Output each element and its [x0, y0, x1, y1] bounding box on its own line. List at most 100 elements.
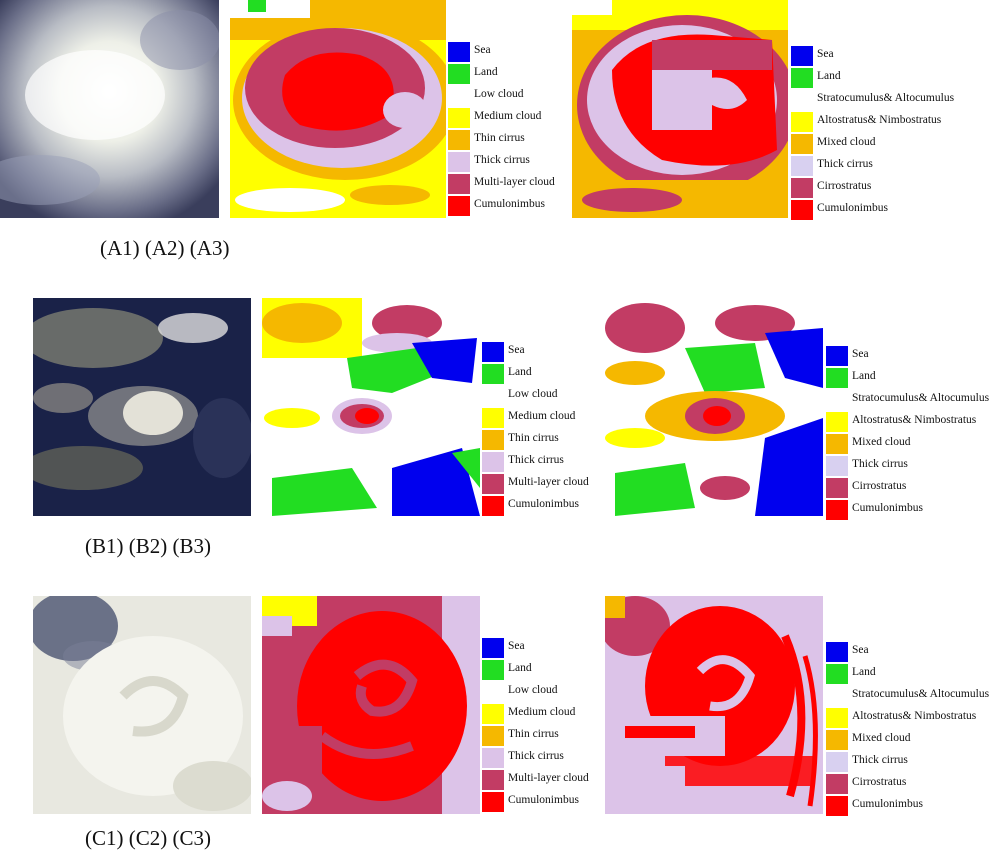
legend-label: Mixed cloud: [852, 732, 911, 744]
legend-swatch: [791, 46, 813, 66]
legend-label: Thin cirrus: [508, 432, 559, 444]
legend-label: Sea: [852, 644, 869, 656]
legend-label: Stratocumulus& Altocumulus: [852, 688, 990, 700]
legend-label: Mixed cloud: [852, 436, 911, 448]
legend-swatch: [482, 704, 504, 724]
legend-swatch: [826, 686, 848, 706]
legend-swatch: [448, 64, 470, 84]
legend-b3: Sea Land Stratocumulus& Altocumulus Alto…: [826, 346, 996, 522]
legend-swatch: [448, 174, 470, 194]
legend-swatch: [826, 478, 848, 498]
legend-label: Thick cirrus: [817, 158, 873, 170]
legend-label: Low cloud: [474, 88, 524, 100]
legend-swatch: [482, 430, 504, 450]
legend-label: Cumulonimbus: [508, 794, 579, 806]
legend-a2: Sea Land Low cloud Medium cloud Thin cir…: [448, 42, 568, 218]
legend-swatch: [482, 452, 504, 472]
legend-swatch: [791, 156, 813, 176]
legend-label: Altostratus& Nimbostratus: [852, 710, 977, 722]
legend-label: Thick cirrus: [508, 750, 564, 762]
legend-c2: Sea Land Low cloud Medium cloud Thin cir…: [482, 638, 602, 814]
legend-swatch: [482, 660, 504, 680]
legend-swatch: [826, 796, 848, 816]
legend-label: Land: [508, 662, 532, 674]
legend-label: Stratocumulus& Altocumulus: [817, 92, 955, 104]
legend-swatch: [791, 68, 813, 88]
legend-label: Cumulonimbus: [474, 198, 545, 210]
legend-swatch: [826, 752, 848, 772]
legend-label: Land: [817, 70, 841, 82]
legend-swatch: [448, 86, 470, 106]
legend-label: Multi-layer cloud: [508, 772, 589, 784]
legend-label: Mixed cloud: [817, 136, 876, 148]
legend-label: Land: [474, 66, 498, 78]
legend-label: Cirrostratus: [817, 180, 872, 192]
legend-swatch: [826, 368, 848, 388]
legend-swatch: [826, 500, 848, 520]
legend-swatch: [482, 770, 504, 790]
legend-label: Cumulonimbus: [508, 498, 579, 510]
legend-swatch: [448, 130, 470, 150]
legend-swatch: [482, 682, 504, 702]
legend-swatch: [826, 412, 848, 432]
caption-row-a: (A1) (A2) (A3): [100, 236, 230, 260]
legend-swatch: [482, 496, 504, 516]
legend-swatch: [448, 196, 470, 216]
classification-map-b2: [262, 298, 480, 516]
legend-swatch: [482, 408, 504, 428]
legend-label: Sea: [508, 344, 525, 356]
legend-label: Cirrostratus: [852, 480, 907, 492]
legend-label: Sea: [474, 44, 491, 56]
legend-label: Thin cirrus: [508, 728, 559, 740]
legend-label: Sea: [852, 348, 869, 360]
satellite-image-b1: [33, 298, 251, 516]
legend-b2: Sea Land Low cloud Medium cloud Thin cir…: [482, 342, 602, 518]
legend-swatch: [482, 342, 504, 362]
legend-label: Low cloud: [508, 684, 558, 696]
legend-label: Land: [852, 370, 876, 382]
legend-label: Multi-layer cloud: [508, 476, 589, 488]
legend-swatch: [826, 664, 848, 684]
legend-swatch: [826, 708, 848, 728]
legend-label: Multi-layer cloud: [474, 176, 555, 188]
satellite-image-c1: [33, 596, 251, 814]
legend-swatch: [826, 346, 848, 366]
legend-swatch: [482, 386, 504, 406]
legend-label: Medium cloud: [474, 110, 542, 122]
legend-swatch: [482, 638, 504, 658]
legend-swatch: [791, 200, 813, 220]
caption-row-b: (B1) (B2) (B3): [85, 534, 211, 558]
legend-swatch: [448, 108, 470, 128]
legend-swatch: [826, 434, 848, 454]
legend-swatch: [826, 642, 848, 662]
legend-label: Land: [508, 366, 532, 378]
legend-label: Thick cirrus: [852, 458, 908, 470]
caption-row-c: (C1) (C2) (C3): [85, 826, 211, 850]
legend-swatch: [826, 730, 848, 750]
legend-label: Low cloud: [508, 388, 558, 400]
legend-swatch: [791, 90, 813, 110]
legend-swatch: [826, 774, 848, 794]
legend-swatch: [791, 112, 813, 132]
classification-map-c2: [262, 596, 480, 814]
legend-swatch: [791, 134, 813, 154]
legend-label: Thick cirrus: [508, 454, 564, 466]
legend-swatch: [448, 42, 470, 62]
legend-swatch: [482, 474, 504, 494]
legend-label: Cirrostratus: [852, 776, 907, 788]
legend-swatch: [482, 792, 504, 812]
legend-swatch: [791, 178, 813, 198]
legend-label: Cumulonimbus: [817, 202, 888, 214]
legend-label: Cumulonimbus: [852, 502, 923, 514]
classification-map-b3: [605, 298, 823, 516]
legend-label: Thin cirrus: [474, 132, 525, 144]
classification-map-a2: [230, 0, 446, 218]
legend-label: Cumulonimbus: [852, 798, 923, 810]
legend-label: Land: [852, 666, 876, 678]
legend-label: Thick cirrus: [474, 154, 530, 166]
legend-label: Altostratus& Nimbostratus: [817, 114, 942, 126]
legend-label: Medium cloud: [508, 706, 576, 718]
legend-label: Medium cloud: [508, 410, 576, 422]
legend-swatch: [826, 390, 848, 410]
classification-map-c3: [605, 596, 823, 814]
